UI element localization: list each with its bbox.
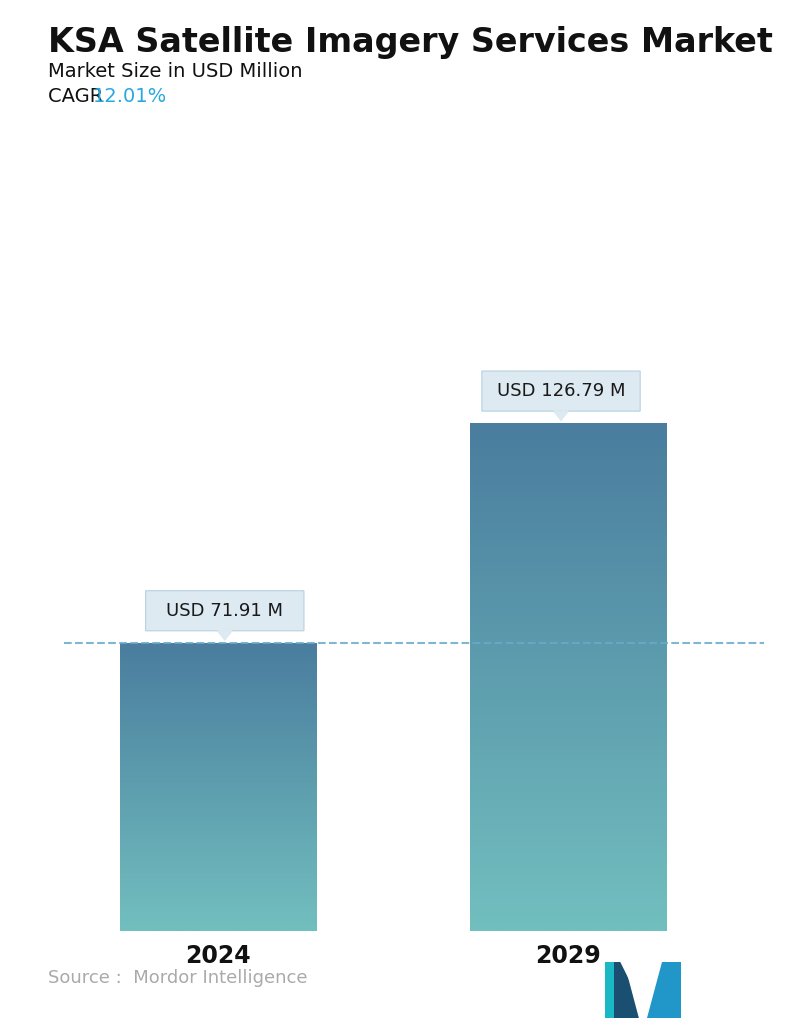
Text: Source :  Mordor Intelligence: Source : Mordor Intelligence xyxy=(48,970,307,987)
FancyBboxPatch shape xyxy=(482,371,640,412)
Polygon shape xyxy=(554,412,568,420)
Polygon shape xyxy=(620,962,665,1007)
Text: 12.01%: 12.01% xyxy=(93,87,167,105)
Text: KSA Satellite Imagery Services Market: KSA Satellite Imagery Services Market xyxy=(48,26,773,59)
Polygon shape xyxy=(605,962,614,1018)
Polygon shape xyxy=(218,631,232,640)
Text: CAGR: CAGR xyxy=(48,87,115,105)
Polygon shape xyxy=(646,962,681,1018)
Text: Market Size in USD Million: Market Size in USD Million xyxy=(48,62,302,81)
Text: USD 71.91 M: USD 71.91 M xyxy=(166,602,283,619)
Text: USD 126.79 M: USD 126.79 M xyxy=(497,383,626,400)
FancyBboxPatch shape xyxy=(146,590,304,631)
Polygon shape xyxy=(605,962,639,1018)
